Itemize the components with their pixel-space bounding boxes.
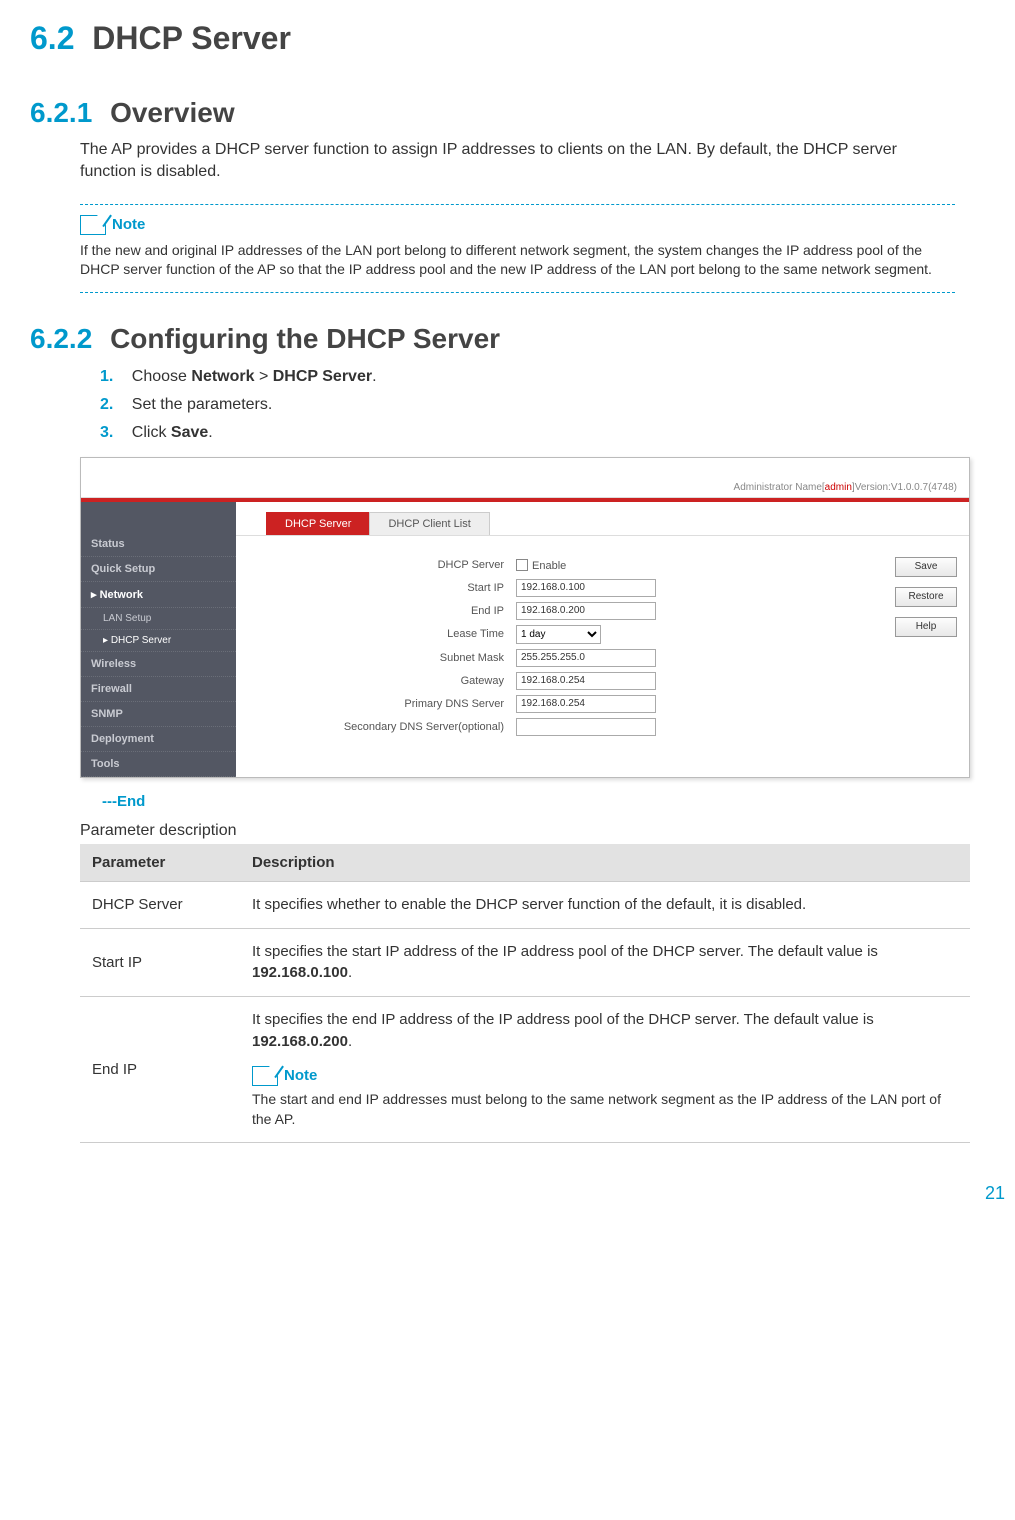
step-number: 1. [100,368,113,385]
dhcp-server-label: DHCP Server [256,559,516,571]
param-name: Start IP [80,928,240,997]
version-label: ]Version:V1.0.0.7(4748) [852,482,957,493]
admin-label: Administrator Name[ [734,482,825,493]
heading-number: 6.2 [30,20,74,56]
section-6-2-2: 6.2.2 Configuring the DHCP Server [30,323,955,355]
table-row: DHCP Server It specifies whether to enab… [80,881,970,928]
restore-button[interactable]: Restore [895,587,957,607]
dhcp-form: DHCP Server Enable Start IP End IP Lease … [236,536,969,761]
sidebar-item-network[interactable]: Network [81,582,236,608]
step-text: Set the parameters. [132,396,273,413]
table-header-description: Description [240,844,970,882]
gateway-input[interactable] [516,672,656,690]
step-3: 3. Click Save. [100,421,955,445]
sidebar-item-tools[interactable]: Tools [81,752,236,777]
step-number: 2. [100,396,113,413]
step-1: 1. Choose Network > DHCP Server. [100,365,955,389]
subheading-number: 6.2.1 [30,97,92,128]
note-icon [252,1066,278,1086]
document-page: 6.2 DHCP Server 6.2.1 Overview The AP pr… [0,0,1015,1173]
button-column: Save Restore Help [895,557,957,637]
sidebar-sub-lansetup[interactable]: LAN Setup [81,608,236,630]
note-label: Note [112,216,145,233]
router-tabs: DHCP Server DHCP Client List [236,502,969,536]
note-label: Note [284,1065,317,1087]
parameter-table: Parameter Description DHCP Server It spe… [80,844,970,1143]
step-bold: Save [171,424,208,441]
enable-checkbox[interactable] [516,559,528,571]
help-button[interactable]: Help [895,617,957,637]
sidebar-item-snmp[interactable]: SNMP [81,702,236,727]
overview-text: The AP provides a DHCP server function t… [80,139,955,184]
param-name: DHCP Server [80,881,240,928]
subheading-number: 6.2.2 [30,323,92,354]
table-header-parameter: Parameter [80,844,240,882]
param-table-title: Parameter description [80,822,955,840]
dns2-label: Secondary DNS Server(optional) [256,721,516,733]
tab-dhcp-server[interactable]: DHCP Server [266,512,370,535]
table-row: End IP It specifies the end IP address o… [80,997,970,1142]
subheading-title: Configuring the DHCP Server [110,323,500,354]
end-marker: ---End [102,793,955,810]
dns1-input[interactable] [516,695,656,713]
step-bold: DHCP Server [273,368,372,385]
step-text: Click [132,424,171,441]
subnet-mask-label: Subnet Mask [256,652,516,664]
sidebar-item-wireless[interactable]: Wireless [81,652,236,677]
note-icon [80,215,106,235]
end-ip-label: End IP [256,605,516,617]
heading-title: DHCP Server [92,20,291,56]
router-ui-screenshot: Administrator Name[admin]Version:V1.0.0.… [80,457,970,778]
gateway-label: Gateway [256,675,516,687]
router-sidebar: Status Quick Setup Network LAN Setup DHC… [81,502,236,777]
step-number: 3. [100,424,113,441]
table-row: Start IP It specifies the start IP addre… [80,928,970,997]
param-desc: It specifies the start IP address of the… [240,928,970,997]
start-ip-input[interactable] [516,579,656,597]
lease-time-label: Lease Time [256,628,516,640]
dns1-label: Primary DNS Server [256,698,516,710]
sidebar-item-quicksetup[interactable]: Quick Setup [81,557,236,582]
sidebar-item-firewall[interactable]: Firewall [81,677,236,702]
section-6-2-1: 6.2.1 Overview [30,97,955,129]
page-number: 21 [0,1173,1015,1204]
subnet-mask-input[interactable] [516,649,656,667]
steps-list: 1. Choose Network > DHCP Server. 2. Set … [100,365,955,445]
section-6-2: 6.2 DHCP Server [30,20,955,57]
enable-label: Enable [532,560,566,572]
step-bold: Network [191,368,254,385]
note-text: The start and end IP addresses must belo… [252,1090,958,1129]
router-content: DHCP Server DHCP Client List DHCP Server… [236,502,969,777]
step-text: Choose [132,368,192,385]
save-button[interactable]: Save [895,557,957,577]
subheading-title: Overview [110,97,235,128]
end-ip-input[interactable] [516,602,656,620]
lease-time-select[interactable]: 1 day [516,625,601,644]
dns2-input[interactable] [516,718,656,736]
step-2: 2. Set the parameters. [100,393,955,417]
tab-dhcp-client-list[interactable]: DHCP Client List [369,512,489,535]
param-name: End IP [80,997,240,1142]
router-topbar: Administrator Name[admin]Version:V1.0.0.… [81,458,969,498]
param-desc: It specifies whether to enable the DHCP … [240,881,970,928]
start-ip-label: Start IP [256,582,516,594]
admin-name: admin [825,482,852,493]
param-desc: It specifies the end IP address of the I… [240,997,970,1142]
inline-note: Note The start and end IP addresses must… [252,1065,958,1130]
sidebar-item-deployment[interactable]: Deployment [81,727,236,752]
note-text: If the new and original IP addresses of … [80,241,955,280]
sidebar-item-status[interactable]: Status [81,532,236,557]
note-callout: Note If the new and original IP addresse… [80,204,955,293]
sidebar-sub-dhcpserver[interactable]: DHCP Server [81,630,236,652]
